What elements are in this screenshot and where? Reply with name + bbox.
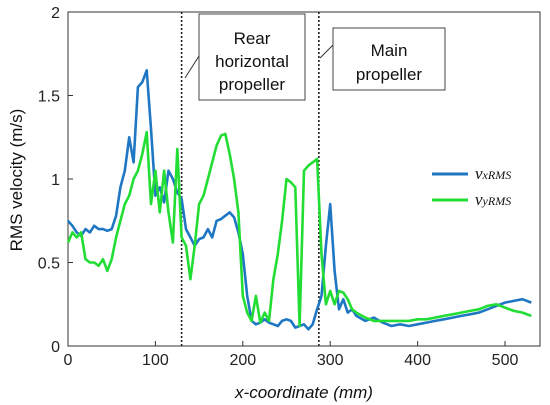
annotation-rear-line2: horizontal [215, 52, 289, 71]
annotation-rear-line3: propeller [219, 75, 285, 94]
x-tick-label: 300 [317, 352, 344, 369]
series-line-vyRMS [66, 130, 532, 328]
annotation-main-box [332, 27, 446, 91]
x-tick-label: 100 [142, 352, 169, 369]
ticks: 0 100 200 300 400 500 0 0.5 1 1.5 2 [38, 5, 519, 369]
annotation-rear-line1: Rear [234, 29, 271, 48]
series-group [66, 69, 532, 331]
x-axis-label: x-coordinate (mm) [234, 383, 373, 402]
y-axis-label: RMS velocity (m/s) [7, 109, 26, 252]
legend: vxRMS vyRMS [432, 164, 511, 209]
annotation-main-propeller: Main propeller [319, 27, 446, 91]
x-tick-label: 0 [64, 352, 73, 369]
annotation-rear-box [198, 13, 306, 101]
x-tick-label: 500 [492, 352, 519, 369]
y-tick-label: 2 [51, 5, 60, 22]
y-tick-label: 0 [51, 339, 60, 356]
annotation-rear-propeller: Rear horizontal propeller [184, 13, 306, 101]
y-tick-label: 0.5 [38, 256, 60, 273]
annotation-rear-pointer [184, 55, 200, 79]
legend-label-vy: vyRMS [475, 190, 511, 209]
annotation-main-pointer [319, 44, 334, 59]
y-tick-label: 1.5 [38, 89, 60, 106]
legend-label-vx: vxRMS [475, 164, 511, 183]
x-tick-label: 200 [229, 352, 256, 369]
y-tick-label: 1 [51, 172, 60, 189]
annotation-main-line2: propeller [356, 65, 422, 84]
series-line-vxRMS [67, 69, 532, 331]
x-tick-label: 400 [404, 352, 431, 369]
annotation-main-line1: Main [371, 41, 408, 60]
